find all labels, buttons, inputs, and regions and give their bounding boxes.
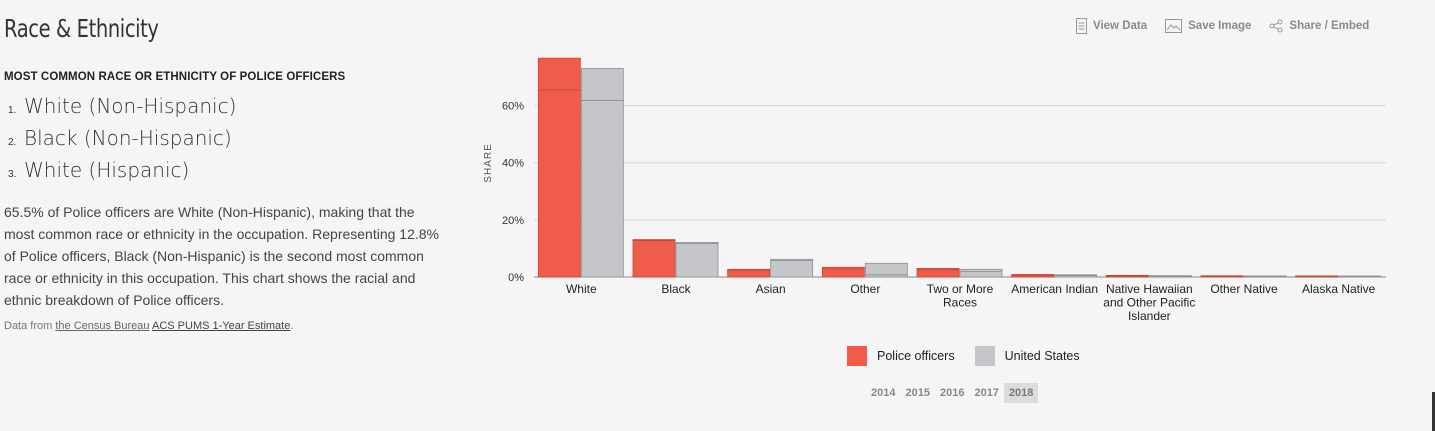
- bar-segment: [1338, 275, 1382, 278]
- bar-segment: [632, 240, 676, 278]
- ranking-list: 1. White (Non-Hispanic) 2. Black (Non-Hi…: [8, 94, 236, 190]
- source-suffix: .: [290, 320, 294, 332]
- source-prefix: Data from: [4, 320, 56, 332]
- description-text: 65.5% of Police officers are White (Non-…: [4, 204, 440, 308]
- y-tick-label: 0%: [508, 272, 524, 284]
- chart-toolbar: View Data Save Image Share / Embed: [1076, 18, 1369, 34]
- rank-label: White (Hispanic): [24, 158, 190, 182]
- page-title: Race & Ethnicity: [4, 14, 159, 43]
- save-image-button[interactable]: Save Image: [1165, 18, 1251, 34]
- list-item: 1. White (Non-Hispanic): [8, 94, 236, 126]
- y-tick-label: 20%: [502, 215, 524, 227]
- list-item: 2. Black (Non-Hispanic): [8, 126, 236, 158]
- legend-swatch-us: [974, 346, 995, 366]
- bar-segment: [1243, 275, 1287, 278]
- view-data-button[interactable]: View Data: [1076, 18, 1147, 34]
- image-icon: [1165, 19, 1183, 33]
- bar-segment: [916, 269, 960, 278]
- bar-segment: [1011, 274, 1055, 276]
- x-tick-label: and Other Pacific: [1103, 296, 1195, 310]
- scrollbar[interactable]: [1432, 392, 1435, 431]
- rank-label: Black (Non-Hispanic): [24, 126, 232, 150]
- x-tick-label: White: [566, 282, 597, 296]
- save-image-label: Save Image: [1188, 20, 1252, 32]
- share-embed-label: Share / Embed: [1289, 20, 1370, 32]
- source-note: Data from the Census Bureau ACS PUMS 1-Y…: [4, 320, 293, 332]
- bar-segment: [580, 100, 624, 278]
- x-tick-label: Races: [943, 296, 977, 310]
- bar-segment: [675, 242, 719, 244]
- legend-label-police[interactable]: Police officers: [877, 349, 955, 363]
- rank-number: 3.: [8, 169, 17, 180]
- bar-segment: [821, 266, 865, 270]
- bar-segment: [770, 260, 814, 278]
- bar-segment: [1148, 275, 1192, 277]
- bar-segment: [1295, 275, 1339, 278]
- bar-segment: [821, 268, 865, 278]
- document-icon: [1076, 18, 1087, 34]
- year-selector: 2014 2015 2016 2017 2018: [866, 383, 1039, 403]
- bar-segment: [959, 268, 1003, 272]
- legend-swatch-police: [847, 346, 867, 366]
- x-tick-label: Islander: [1128, 309, 1171, 323]
- share-icon: [1269, 19, 1283, 33]
- section-subtitle: MOST COMMON RACE OR ETHNICITY OF POLICE …: [4, 71, 346, 83]
- legend-label-us[interactable]: United States: [1004, 349, 1080, 363]
- bar-segment: [580, 68, 624, 101]
- x-tick-label: Other Native: [1210, 282, 1278, 296]
- bar-segment: [675, 243, 719, 278]
- chart-legend: Police officers United States: [847, 346, 1100, 366]
- x-tick-label: Two or More: [927, 282, 994, 296]
- view-data-label: View Data: [1093, 20, 1148, 32]
- year-option-2016[interactable]: 2016: [939, 387, 965, 399]
- bar-segment: [727, 268, 771, 271]
- year-option-2017[interactable]: 2017: [974, 387, 999, 399]
- rank-number: 1.: [8, 105, 17, 116]
- x-tick-label: Other: [850, 282, 880, 296]
- y-tick-label: 40%: [502, 158, 524, 170]
- bar-chart: 0% 20% 40% 60% SHARE White Black Asian Other Two …: [483, 57, 1386, 323]
- bar-segment: [632, 239, 676, 241]
- source-dataset-link[interactable]: ACS PUMS 1-Year Estimate: [151, 320, 291, 332]
- bar-segment: [537, 89, 581, 278]
- y-axis-label: SHARE: [483, 143, 494, 182]
- bar-segment: [1200, 275, 1244, 277]
- x-tick-label: Alaska Native: [1302, 282, 1376, 296]
- x-tick-label: American Indian: [1011, 282, 1098, 296]
- year-option-2015[interactable]: 2015: [905, 387, 930, 399]
- share-embed-button[interactable]: Share / Embed: [1269, 18, 1369, 34]
- x-tick-label: Black: [661, 282, 691, 296]
- rank-number: 2.: [8, 137, 17, 148]
- bar-segment: [770, 258, 814, 261]
- bar-segment: [959, 271, 1003, 278]
- bar-segment: [1105, 274, 1149, 277]
- bar-segment: [1054, 274, 1098, 276]
- x-tick-label: Asian: [756, 282, 786, 296]
- bar-segment: [864, 262, 908, 276]
- list-item: 3. White (Hispanic): [8, 158, 236, 190]
- rank-label: White (Non-Hispanic): [24, 94, 237, 118]
- bar-segment: [727, 269, 771, 278]
- source-org-link[interactable]: the Census Bureau: [55, 320, 150, 332]
- year-option-2014[interactable]: 2014: [871, 387, 896, 399]
- y-tick-label: 60%: [502, 101, 524, 113]
- bar-segment: [916, 268, 960, 271]
- year-option-2018[interactable]: 2018: [1003, 383, 1039, 403]
- bar-segment: [537, 57, 581, 91]
- x-tick-label: Native Hawaiian: [1106, 282, 1193, 296]
